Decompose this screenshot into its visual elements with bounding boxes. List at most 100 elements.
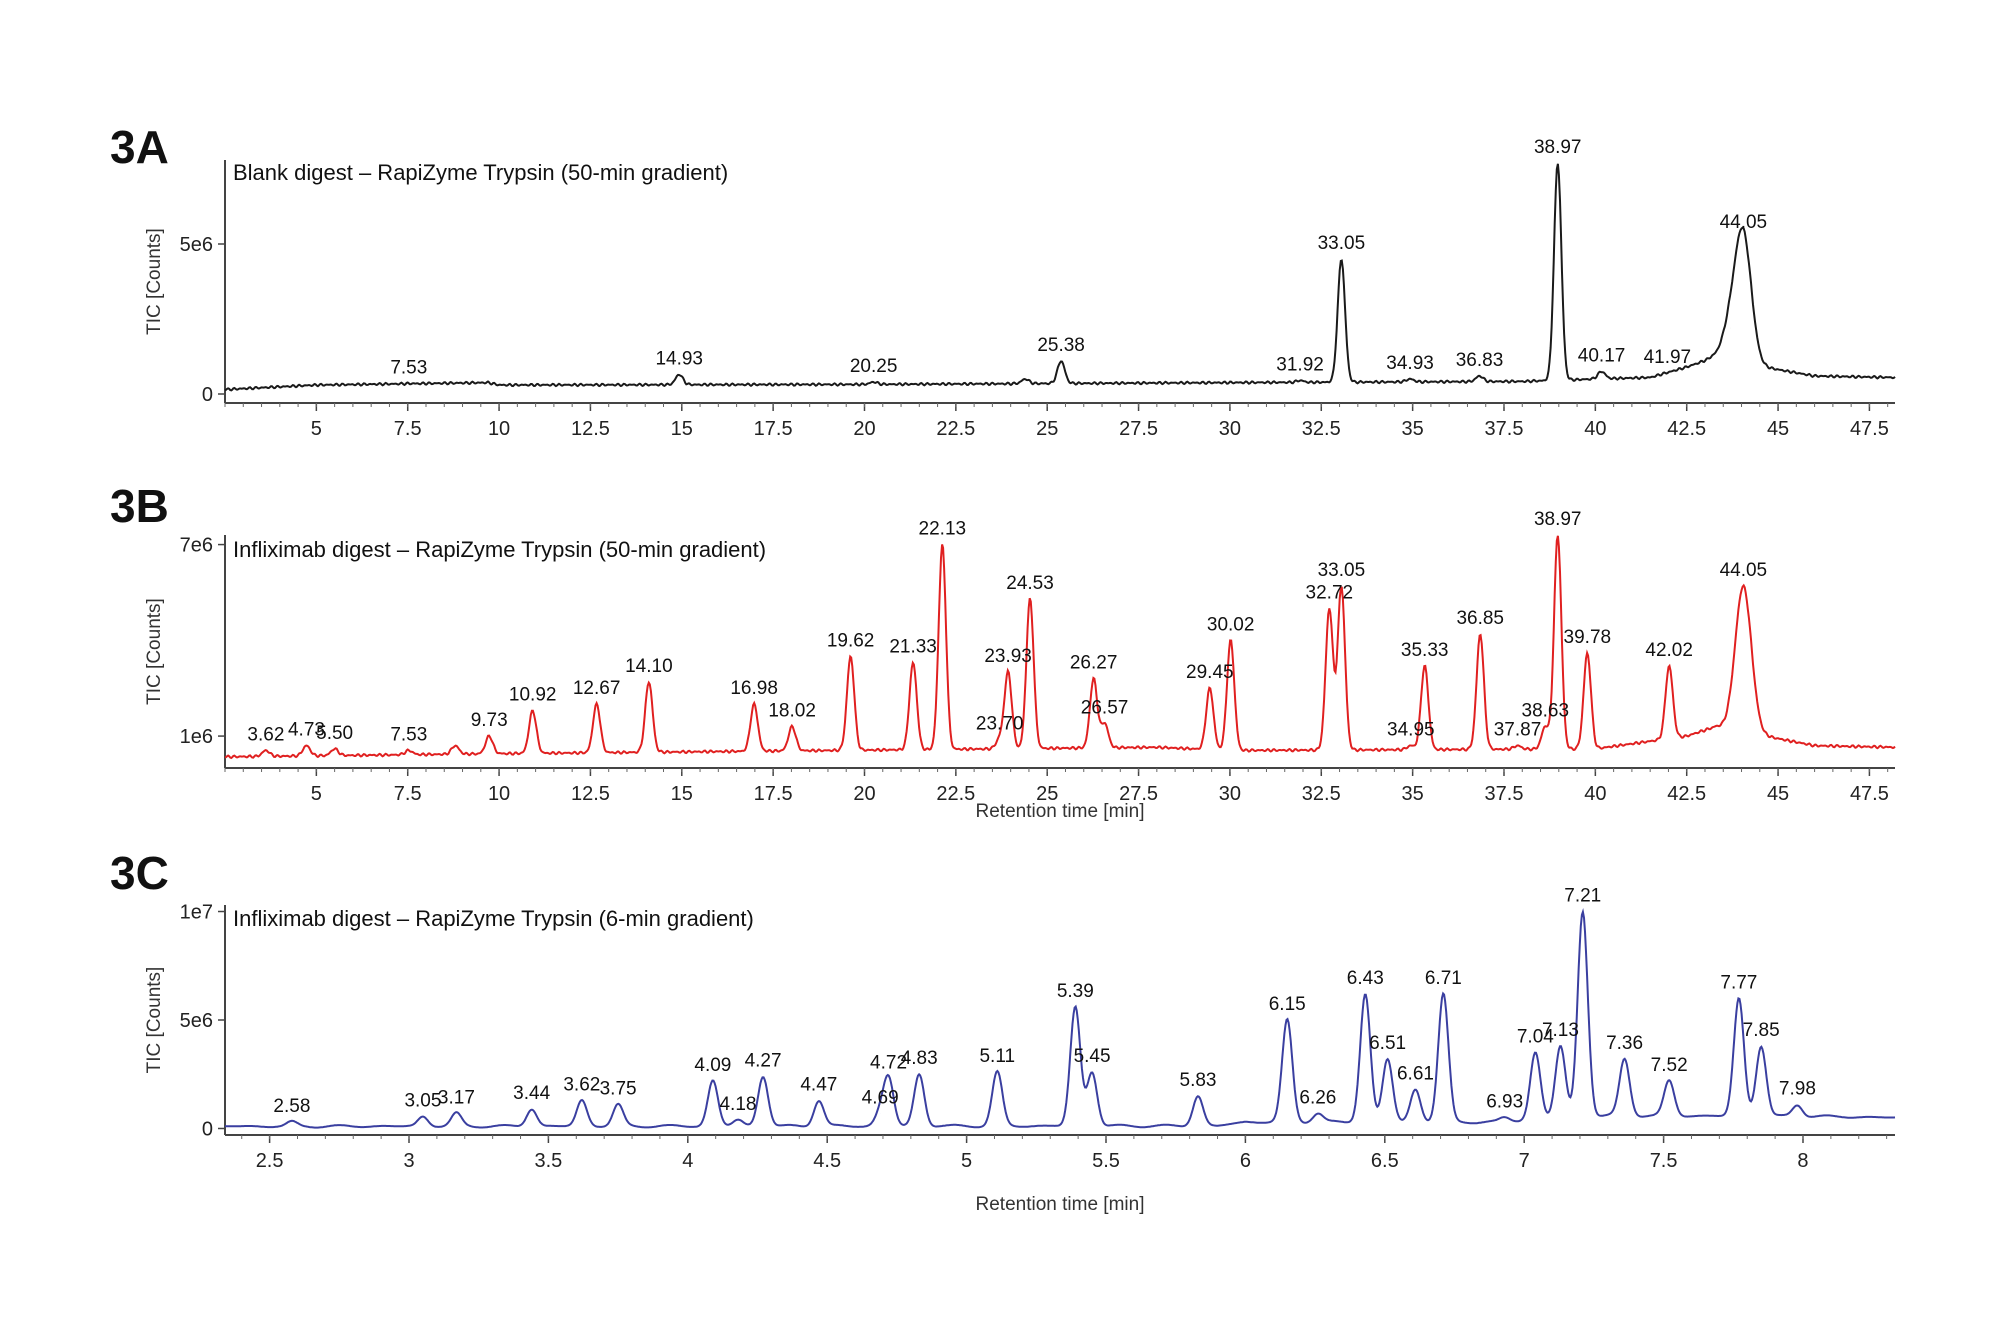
peak-label: 5.50 bbox=[316, 723, 353, 744]
y-axis-title: TIC [Counts] bbox=[144, 598, 165, 705]
peak-label: 7.21 bbox=[1564, 886, 1601, 907]
x-tick-label: 3 bbox=[403, 1150, 414, 1172]
y-tick-label: 5e6 bbox=[180, 1010, 213, 1032]
x-tick-label: 7.5 bbox=[1650, 1150, 1678, 1172]
peak-label: 33.05 bbox=[1318, 233, 1366, 254]
peak-label: 7.36 bbox=[1606, 1033, 1643, 1054]
panel-subtitle: Infliximab digest – RapiZyme Trypsin (50… bbox=[233, 537, 766, 562]
peak-label: 41.97 bbox=[1644, 347, 1692, 368]
peak-label: 19.62 bbox=[827, 630, 875, 651]
x-tick-label: 10 bbox=[488, 418, 510, 440]
x-tick-label: 30 bbox=[1219, 418, 1241, 440]
x-tick-label: 6.5 bbox=[1371, 1150, 1399, 1172]
peak-label: 12.67 bbox=[573, 678, 621, 699]
x-tick-label: 20 bbox=[853, 783, 875, 805]
y-tick-label: 1e7 bbox=[180, 902, 213, 924]
x-tick-label: 8 bbox=[1797, 1150, 1808, 1172]
peak-label: 6.26 bbox=[1299, 1087, 1336, 1108]
y-axis-title: TIC [Counts] bbox=[144, 967, 165, 1074]
peak-label: 26.57 bbox=[1081, 697, 1129, 718]
x-tick-label: 12.5 bbox=[571, 783, 610, 805]
x-tick-label: 32.5 bbox=[1302, 783, 1341, 805]
peak-label: 14.10 bbox=[625, 656, 673, 677]
x-axis-title: Retention time [min] bbox=[976, 1194, 1145, 1215]
x-tick-label: 42.5 bbox=[1667, 418, 1706, 440]
peak-label: 36.83 bbox=[1456, 350, 1504, 371]
peak-label: 4.72 bbox=[870, 1053, 907, 1074]
peak-label: 6.71 bbox=[1425, 968, 1462, 989]
peak-label: 38.63 bbox=[1522, 701, 1570, 722]
peak-label: 31.92 bbox=[1276, 355, 1324, 376]
peak-label: 6.93 bbox=[1486, 1092, 1523, 1113]
x-tick-label: 35 bbox=[1402, 418, 1424, 440]
panel-letter: 3B bbox=[110, 480, 169, 532]
panel-c: 3C Infliximab digest – RapiZyme Trypsin (… bbox=[110, 847, 1896, 1215]
x-tick-label: 37.5 bbox=[1485, 418, 1524, 440]
peak-label: 33.05 bbox=[1318, 560, 1366, 581]
peak-label: 44.05 bbox=[1720, 560, 1768, 581]
peak-label: 4.73 bbox=[288, 720, 325, 741]
peak-label: 16.98 bbox=[730, 678, 778, 699]
peak-label: 3.05 bbox=[404, 1091, 441, 1112]
peak-label: 3.44 bbox=[513, 1083, 550, 1104]
x-tick-label: 40 bbox=[1584, 418, 1606, 440]
x-tick-label: 4.5 bbox=[813, 1150, 841, 1172]
y-axis-title: TIC [Counts] bbox=[144, 228, 165, 335]
peak-label: 26.27 bbox=[1070, 653, 1118, 674]
peak-label: 10.92 bbox=[509, 685, 557, 706]
peak-label: 32.72 bbox=[1306, 582, 1354, 603]
peak-label: 5.83 bbox=[1180, 1070, 1217, 1091]
panel-a: 3A Blank digest – RapiZyme Trypsin (50-mi… bbox=[110, 121, 1896, 440]
peak-label: 7.85 bbox=[1743, 1020, 1780, 1041]
peak-label: 30.02 bbox=[1207, 614, 1255, 635]
peak-label: 35.33 bbox=[1401, 640, 1449, 661]
x-tick-label: 15 bbox=[671, 418, 693, 440]
x-tick-label: 2.5 bbox=[256, 1150, 284, 1172]
peak-label: 29.45 bbox=[1186, 662, 1234, 683]
x-tick-label: 42.5 bbox=[1667, 783, 1706, 805]
x-tick-label: 27.5 bbox=[1119, 418, 1158, 440]
peak-label: 7.98 bbox=[1779, 1079, 1816, 1100]
x-tick-label: 30 bbox=[1219, 783, 1241, 805]
x-tick-label: 7.5 bbox=[394, 783, 422, 805]
x-tick-label: 5 bbox=[311, 783, 322, 805]
x-tick-label: 37.5 bbox=[1485, 783, 1524, 805]
x-tick-label: 45 bbox=[1767, 418, 1789, 440]
peak-label: 23.70 bbox=[976, 713, 1024, 734]
peak-label: 6.61 bbox=[1397, 1063, 1434, 1084]
peak-label: 3.62 bbox=[247, 724, 284, 745]
x-tick-label: 10 bbox=[488, 783, 510, 805]
peak-label: 34.93 bbox=[1386, 353, 1434, 374]
peak-label: 38.97 bbox=[1534, 137, 1582, 158]
x-tick-label: 35 bbox=[1402, 783, 1424, 805]
x-tick-label: 7 bbox=[1519, 1150, 1530, 1172]
peak-label: 38.97 bbox=[1534, 509, 1582, 530]
x-tick-label: 25 bbox=[1036, 418, 1058, 440]
peak-label: 7.53 bbox=[390, 358, 427, 379]
peak-label: 37.87 bbox=[1494, 720, 1542, 741]
peak-label: 5.39 bbox=[1057, 981, 1094, 1002]
x-tick-label: 17.5 bbox=[754, 418, 793, 440]
peak-label: 36.85 bbox=[1456, 608, 1504, 629]
x-tick-label: 45 bbox=[1767, 783, 1789, 805]
x-tick-label: 3.5 bbox=[534, 1150, 562, 1172]
peak-label: 22.13 bbox=[919, 519, 967, 540]
peak-label: 4.47 bbox=[800, 1074, 837, 1095]
peak-label: 3.17 bbox=[438, 1087, 475, 1108]
peak-label: 7.04 bbox=[1517, 1027, 1554, 1048]
peak-label: 23.93 bbox=[984, 646, 1032, 667]
y-tick-label: 0 bbox=[202, 384, 213, 406]
peak-label: 4.83 bbox=[901, 1048, 938, 1069]
peak-label: 6.51 bbox=[1369, 1033, 1406, 1054]
x-tick-label: 40 bbox=[1584, 783, 1606, 805]
x-tick-label: 25 bbox=[1036, 783, 1058, 805]
peak-label: 20.25 bbox=[850, 356, 898, 377]
y-tick-label: 7e6 bbox=[180, 535, 213, 557]
tic-trace bbox=[224, 907, 1896, 1129]
x-tick-label: 4 bbox=[682, 1150, 693, 1172]
peak-label: 7.53 bbox=[390, 724, 427, 745]
peak-label: 14.93 bbox=[655, 349, 703, 370]
x-tick-label: 20 bbox=[853, 418, 875, 440]
peak-label: 44.05 bbox=[1720, 212, 1768, 233]
peak-label: 39.78 bbox=[1564, 627, 1612, 648]
